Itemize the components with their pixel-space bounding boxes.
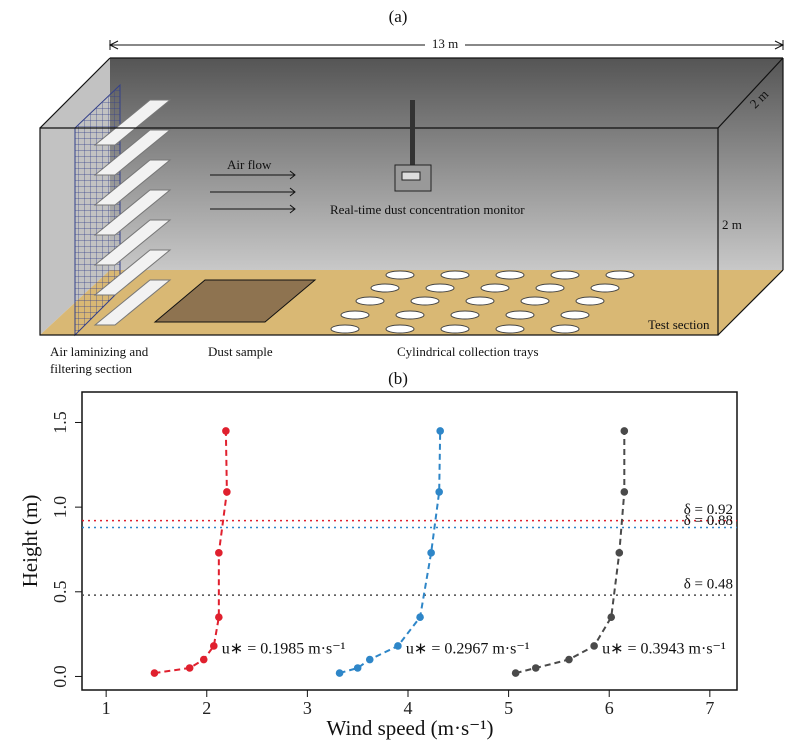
data-point bbox=[615, 549, 623, 557]
y-tick-label: 0.0 bbox=[50, 665, 70, 688]
label: filtering section bbox=[50, 361, 132, 376]
data-point bbox=[336, 669, 344, 677]
label: Cylindrical collection trays bbox=[397, 344, 539, 359]
data-point bbox=[366, 656, 374, 664]
data-point bbox=[394, 642, 402, 650]
series-line bbox=[516, 431, 625, 673]
x-axis-title: Wind speed (m·s⁻¹) bbox=[327, 716, 494, 740]
dimension: 13 m bbox=[432, 36, 458, 51]
data-point bbox=[223, 488, 231, 496]
reference-label: δ = 0.88 bbox=[684, 513, 733, 529]
x-tick-label: 3 bbox=[303, 698, 312, 718]
data-point bbox=[621, 488, 629, 496]
figure: (a) 13 m 2 m 2 m bbox=[0, 0, 797, 745]
data-point bbox=[427, 549, 435, 557]
data-point bbox=[354, 664, 362, 672]
x-tick-label: 2 bbox=[202, 698, 211, 718]
panel-label: (a) bbox=[389, 7, 408, 26]
data-point bbox=[200, 656, 208, 664]
data-point bbox=[215, 549, 223, 557]
data-point bbox=[186, 664, 194, 672]
wind-tunnel bbox=[40, 40, 783, 335]
y-tick-label: 0.5 bbox=[50, 581, 70, 604]
data-point bbox=[607, 613, 615, 621]
y-tick-label: 1.0 bbox=[50, 496, 70, 519]
x-tick-label: 6 bbox=[605, 698, 614, 718]
data-point bbox=[590, 642, 598, 650]
data-point bbox=[512, 669, 520, 677]
data-point bbox=[621, 427, 629, 435]
data-point bbox=[151, 669, 159, 677]
series-label: u∗ = 0.2967 m·s⁻¹ bbox=[406, 641, 530, 658]
reference-label: δ = 0.48 bbox=[684, 577, 733, 593]
y-axis-title: Height (m) bbox=[18, 495, 42, 588]
x-tick-label: 7 bbox=[705, 698, 714, 718]
dimension: 2 m bbox=[722, 217, 742, 232]
data-point bbox=[222, 427, 230, 435]
data-point bbox=[565, 656, 573, 664]
data-point bbox=[210, 642, 218, 650]
label: Air laminizing and bbox=[50, 344, 149, 359]
label: Air flow bbox=[227, 157, 272, 172]
x-tick-label: 4 bbox=[403, 698, 412, 718]
x-tick-label: 5 bbox=[504, 698, 513, 718]
data-point bbox=[416, 613, 424, 621]
data-point bbox=[435, 488, 443, 496]
series-label: u∗ = 0.3943 m·s⁻¹ bbox=[602, 641, 726, 658]
data-point bbox=[215, 613, 223, 621]
data-point bbox=[436, 427, 444, 435]
label: Test section bbox=[648, 317, 710, 332]
panel-label: (b) bbox=[388, 369, 408, 388]
series-line bbox=[340, 431, 441, 673]
data-point bbox=[532, 664, 540, 672]
x-tick-label: 1 bbox=[102, 698, 111, 718]
label: Dust sample bbox=[208, 344, 273, 359]
series-label: u∗ = 0.1985 m·s⁻¹ bbox=[222, 641, 346, 658]
label: Real-time dust concentration monitor bbox=[330, 202, 525, 217]
y-tick-label: 1.5 bbox=[50, 411, 70, 434]
